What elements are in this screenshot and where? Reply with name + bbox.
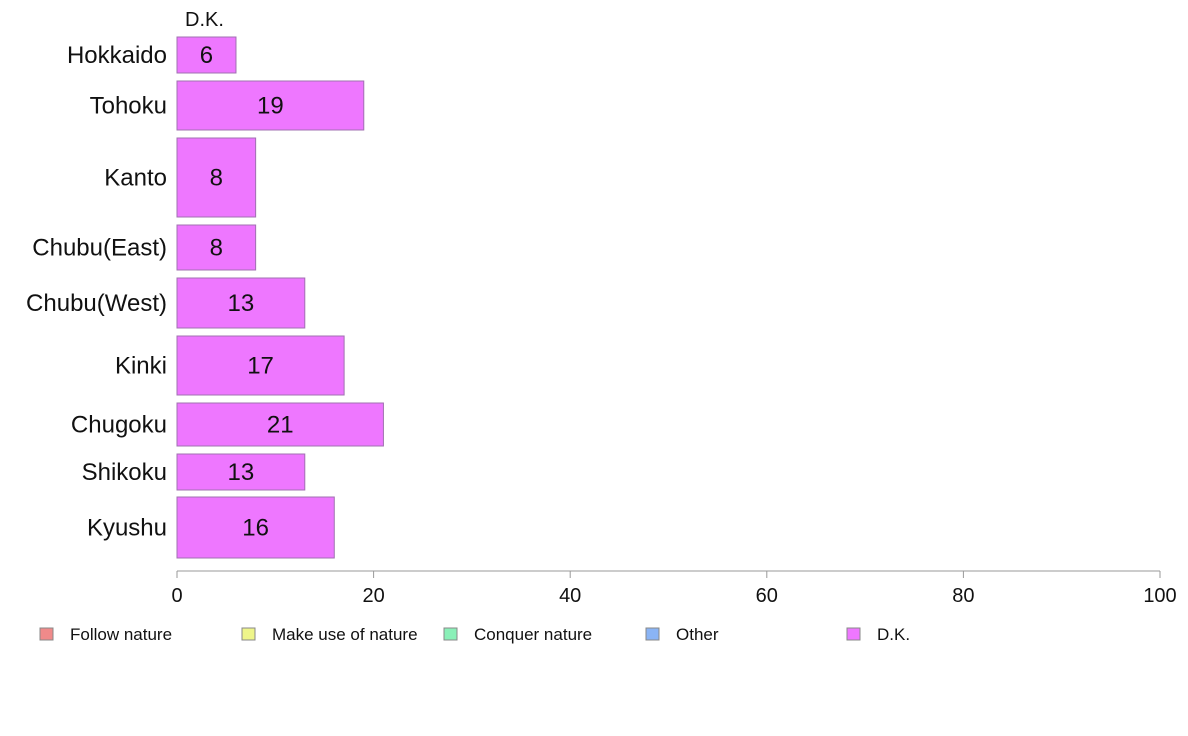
category-label: Kyushu [87,515,167,542]
legend-item-other: Other [645,625,719,644]
legend-item-make-use-of-nature: Make use of nature [241,625,418,644]
bar-shikoku [176,453,306,491]
bar-chubu-east [176,224,257,271]
bar-kinki [176,335,345,396]
bar-value-label: 13 [228,459,255,486]
x-tick-label: 100 [1143,585,1176,607]
bar-value-label: 17 [247,353,274,380]
bar-value-label: 16 [242,515,269,542]
bars-layer: 6 Hokkaido 19 Tohoku 8 Kanto 8 Chubu(East) 13 Chu… [26,36,384,559]
category-label: Hokkaido [67,42,167,69]
x-axis: 0 20 40 60 80 100 [171,570,1177,607]
bar-value-label: 8 [210,235,223,262]
category-label: Chubu(West) [26,290,167,317]
legend-label: D.K. [877,625,910,644]
bar-value-label: 6 [200,42,213,69]
bar-kanto [176,137,257,218]
category-label: Shikoku [82,459,167,486]
legend-swatch [443,627,458,641]
legend-label: Follow nature [70,625,172,644]
category-label: Chugoku [71,412,167,439]
x-tick-label: 60 [756,585,778,607]
category-label: Tohoku [90,93,167,120]
x-tick-label: 20 [362,585,384,607]
legend-swatch [846,627,861,641]
bar-value-label: 13 [228,290,255,317]
bar-tohoku [176,80,365,131]
category-label: Chubu(East) [32,235,167,262]
bar-value-label: 19 [257,93,284,120]
legend-item-d-k: D.K. [846,625,910,644]
x-tick-label: 0 [171,585,182,607]
series-header-label: D.K. [185,9,224,31]
bar-hokkaido [176,36,237,74]
bar-value-label: 21 [267,412,294,439]
x-tick-label: 40 [559,585,581,607]
category-label: Kanto [104,165,167,192]
legend-swatch [39,627,54,641]
legend-label: Make use of nature [272,625,418,644]
legend-label: Conquer nature [474,625,592,644]
bar-value-label: 8 [210,165,223,192]
legend: Follow nature Make use of nature Conquer n… [39,625,910,644]
bar-chubu-west [176,277,306,329]
legend-swatch [645,627,660,641]
x-tick-label: 80 [952,585,974,607]
legend-item-conquer-nature: Conquer nature [443,625,592,644]
legend-swatch [241,627,256,641]
bar-kyushu [176,496,335,559]
legend-label: Other [676,625,719,644]
bar-chugoku [176,402,384,447]
legend-item-follow-nature: Follow nature [39,625,172,644]
category-label: Kinki [115,353,167,380]
